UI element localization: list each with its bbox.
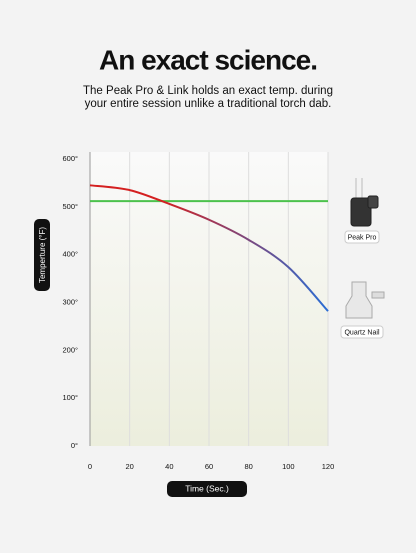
quartz-nail-icon xyxy=(345,281,385,319)
y-tick-label: 400° xyxy=(62,250,78,259)
legend-label: Peak Pro xyxy=(348,234,377,241)
y-tick-label: 200° xyxy=(62,345,78,354)
series-line xyxy=(89,184,329,312)
x-tick-label: 80 xyxy=(244,462,252,471)
x-tick-label: 120 xyxy=(322,462,335,471)
x-tick-label: 20 xyxy=(125,462,133,471)
pill xyxy=(167,481,247,497)
y-label: Temperture (°F) xyxy=(38,227,47,283)
x-tick-label: 40 xyxy=(165,462,173,471)
legend-pill xyxy=(340,325,384,339)
x-tick-label: 60 xyxy=(205,462,213,471)
y-tick-label: 300° xyxy=(62,297,78,306)
subtitle: The Peak Pro & Link holds an exact temp.… xyxy=(83,85,333,97)
x-tick-label: 100 xyxy=(282,462,295,471)
y-tick-label: 600° xyxy=(62,154,78,163)
x-label: Time (Sec.) xyxy=(185,483,229,493)
y-tick-label: 100° xyxy=(62,393,78,402)
y-tick-label: 0° xyxy=(71,441,78,450)
subtitle: your entire session unlike a traditional… xyxy=(85,98,332,110)
legend-pill xyxy=(344,230,380,244)
pill xyxy=(34,219,50,291)
x-tick-label: 0 xyxy=(88,462,92,471)
legend-label: Quartz Nail xyxy=(344,329,379,336)
y-axis-title: Temperture (°F) xyxy=(34,219,50,291)
y-tick-label: 500° xyxy=(62,202,78,211)
chart-title: An exact science. xyxy=(99,44,317,75)
peak-pro-icon xyxy=(350,178,379,227)
